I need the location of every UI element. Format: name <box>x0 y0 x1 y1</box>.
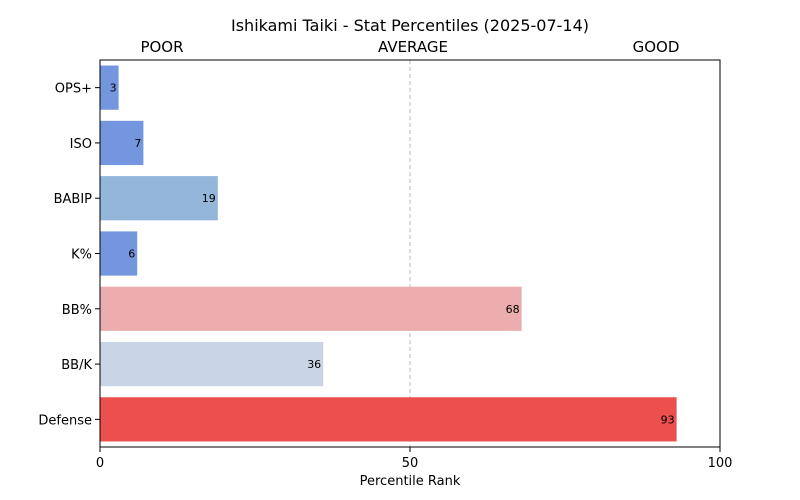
data-label-bb-k: 36 <box>307 358 321 371</box>
x-tick-label-50: 50 <box>402 456 419 471</box>
bar-iso <box>100 120 144 166</box>
x-tick-label-0: 0 <box>96 456 104 471</box>
data-label-babip: 19 <box>202 192 216 205</box>
bar-defense <box>100 397 677 442</box>
plot-area: 3 OPS+ 7 ISO 19 BABIP 6 K% 68 BB% 36 BB/K 93 Defense 0… <box>38 60 732 471</box>
y-tick-label-bb: BB% <box>62 303 92 318</box>
data-label-defense: 93 <box>661 413 675 426</box>
plot-frame <box>99 59 721 448</box>
chart-title: Ishikami Taiki - Stat Percentiles (2025-… <box>231 16 589 35</box>
data-label-iso: 7 <box>134 137 141 150</box>
x-tick-label-100: 100 <box>708 456 733 471</box>
zone-label-average: AVERAGE <box>378 38 448 56</box>
zone-label-good: GOOD <box>633 38 680 56</box>
data-label-ops: 3 <box>110 82 117 95</box>
data-label-k: 6 <box>128 248 135 261</box>
zone-label-poor: POOR <box>140 38 183 56</box>
bar-bb <box>100 286 522 331</box>
y-tick-label-defense: Defense <box>38 413 92 428</box>
y-tick-label-k: K% <box>71 248 92 263</box>
bar-bb-k <box>100 341 324 387</box>
y-tick-label-iso: ISO <box>70 137 92 152</box>
bar-k <box>100 231 138 276</box>
data-label-bb: 68 <box>506 303 520 316</box>
y-tick-label-ops: OPS+ <box>55 82 92 97</box>
x-axis-label: Percentile Rank <box>360 474 461 489</box>
y-tick-label-babip: BABIP <box>54 192 93 207</box>
bar-babip <box>100 176 218 221</box>
bar-ops <box>100 65 119 110</box>
y-tick-label-bb-k: BB/K <box>61 358 92 373</box>
